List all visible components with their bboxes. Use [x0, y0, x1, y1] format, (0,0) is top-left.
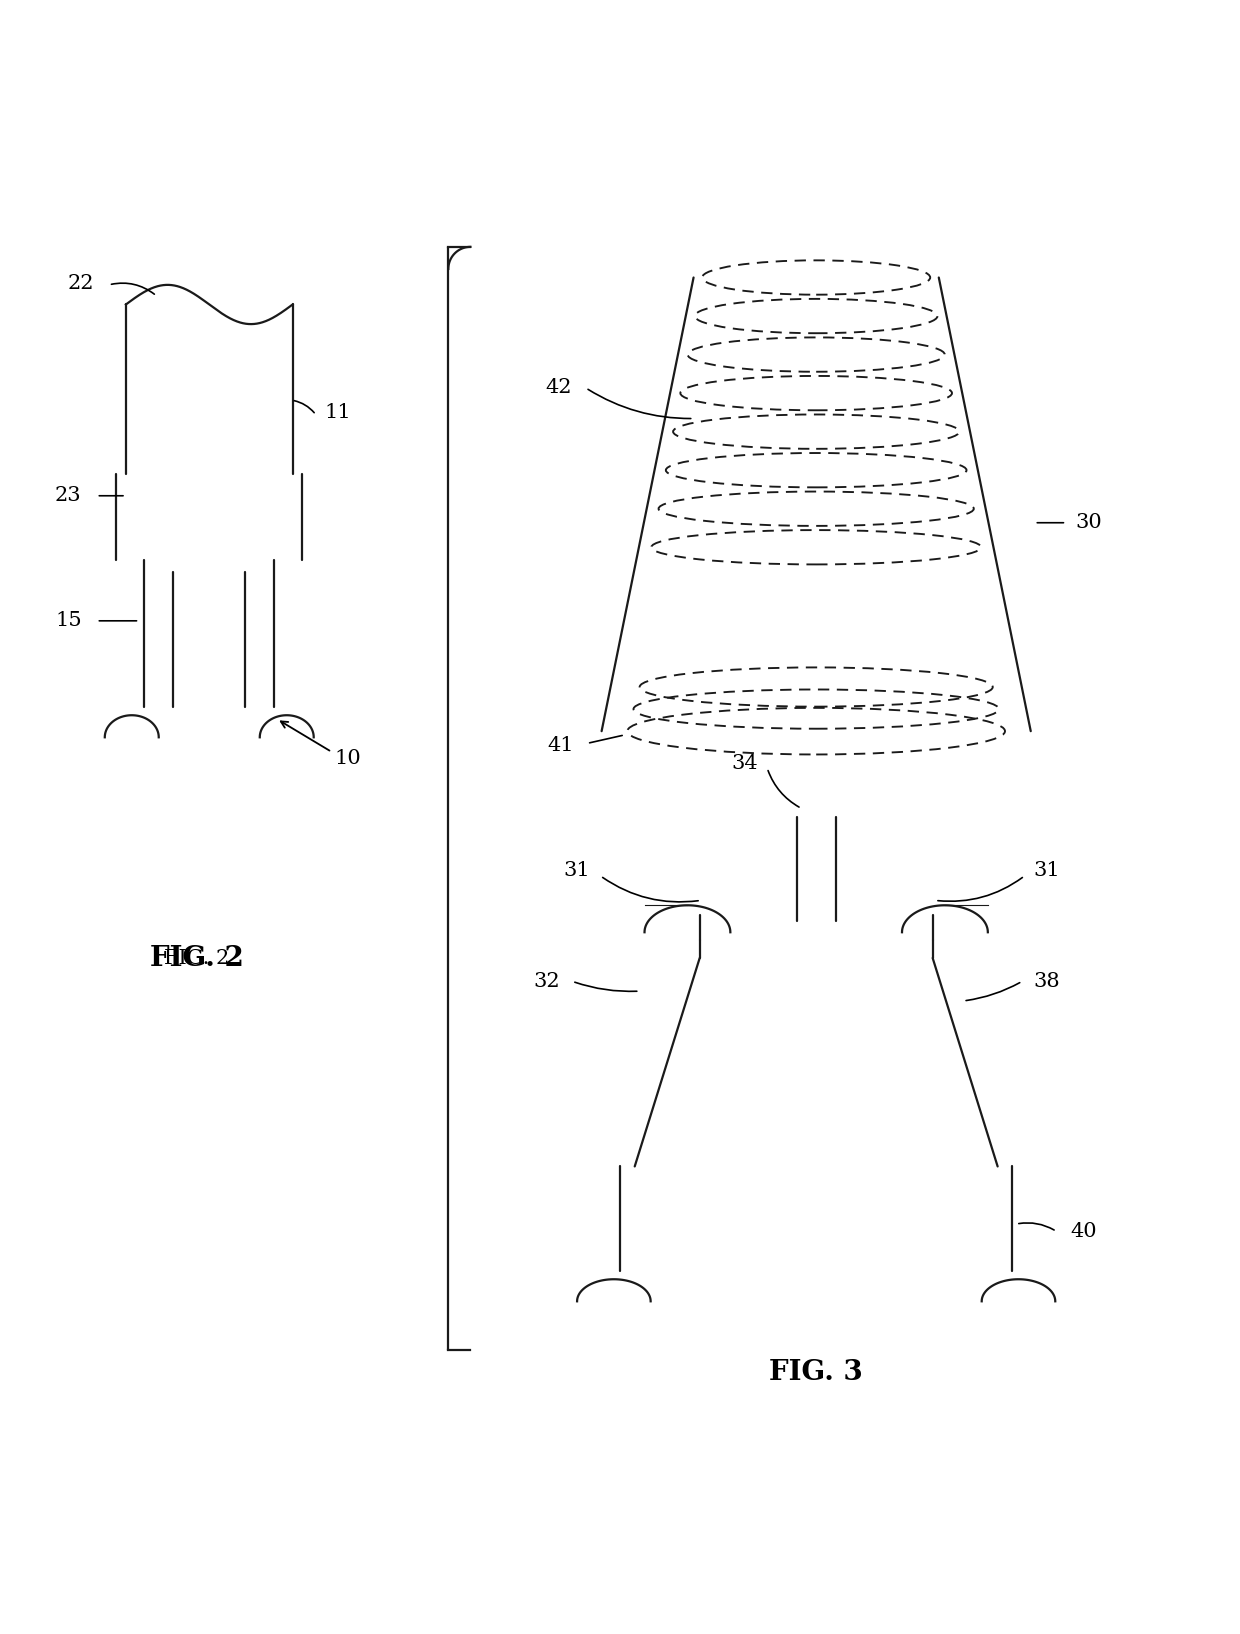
Text: 32: 32	[533, 972, 559, 990]
Text: 11: 11	[325, 404, 351, 422]
Text: FIG. 2: FIG. 2	[165, 948, 229, 967]
Text: 22: 22	[67, 275, 94, 292]
Text: 23: 23	[55, 487, 82, 505]
Text: 40: 40	[1070, 1222, 1097, 1240]
Text: 34: 34	[732, 753, 759, 773]
Text: FIG. 2: FIG. 2	[150, 944, 244, 972]
Text: 31: 31	[564, 861, 590, 881]
Text: 30: 30	[1075, 513, 1102, 533]
Text: FIG. 3: FIG. 3	[769, 1359, 863, 1386]
Text: 41: 41	[548, 737, 574, 755]
Text: 31: 31	[1033, 861, 1060, 881]
Text: 10: 10	[335, 748, 361, 768]
Text: 42: 42	[546, 379, 572, 397]
Text: 15: 15	[55, 611, 82, 631]
Text: 38: 38	[1033, 972, 1060, 990]
